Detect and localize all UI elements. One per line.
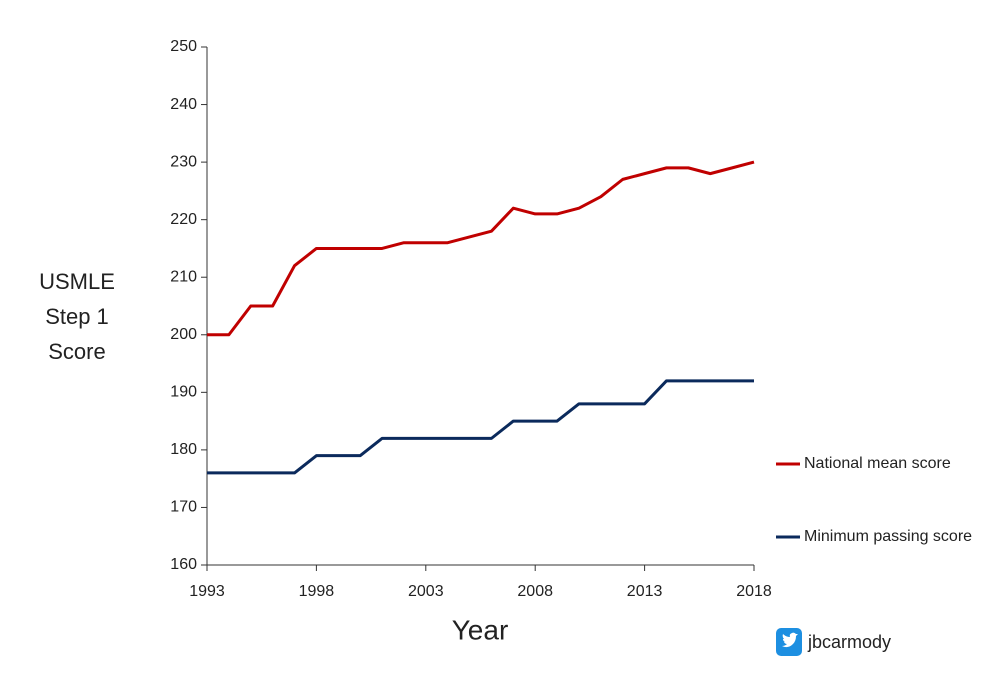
y-axis-label: Step 1 xyxy=(45,304,109,329)
series-line xyxy=(207,160,755,337)
x-axis-label: Year xyxy=(452,614,509,645)
x-tick-label: 2018 xyxy=(736,583,772,600)
y-tick-label: 190 xyxy=(170,384,197,401)
legend-label: National mean score xyxy=(804,455,951,472)
y-axis-label: Score xyxy=(48,339,105,364)
x-tick-label: 1993 xyxy=(189,583,225,600)
legend-label: Minimum passing score xyxy=(804,528,972,545)
y-tick-label: 200 xyxy=(170,326,197,343)
y-tick-label: 220 xyxy=(170,211,197,228)
y-tick-label: 230 xyxy=(170,153,197,170)
x-tick-label: 2003 xyxy=(408,583,444,600)
y-tick-label: 160 xyxy=(170,556,197,573)
series-line xyxy=(207,379,754,475)
twitter-icon xyxy=(776,628,802,656)
y-tick-label: 180 xyxy=(170,441,197,458)
credit: jbcarmody xyxy=(807,632,891,652)
y-axis-label: USMLE xyxy=(39,269,115,294)
y-tick-label: 250 xyxy=(170,38,197,55)
x-tick-label: 2013 xyxy=(627,583,663,600)
y-tick-label: 210 xyxy=(170,268,197,285)
x-tick-label: 1998 xyxy=(299,583,335,600)
y-tick-label: 170 xyxy=(170,499,197,516)
x-tick-label: 2008 xyxy=(517,583,553,600)
y-tick-label: 240 xyxy=(170,96,197,113)
